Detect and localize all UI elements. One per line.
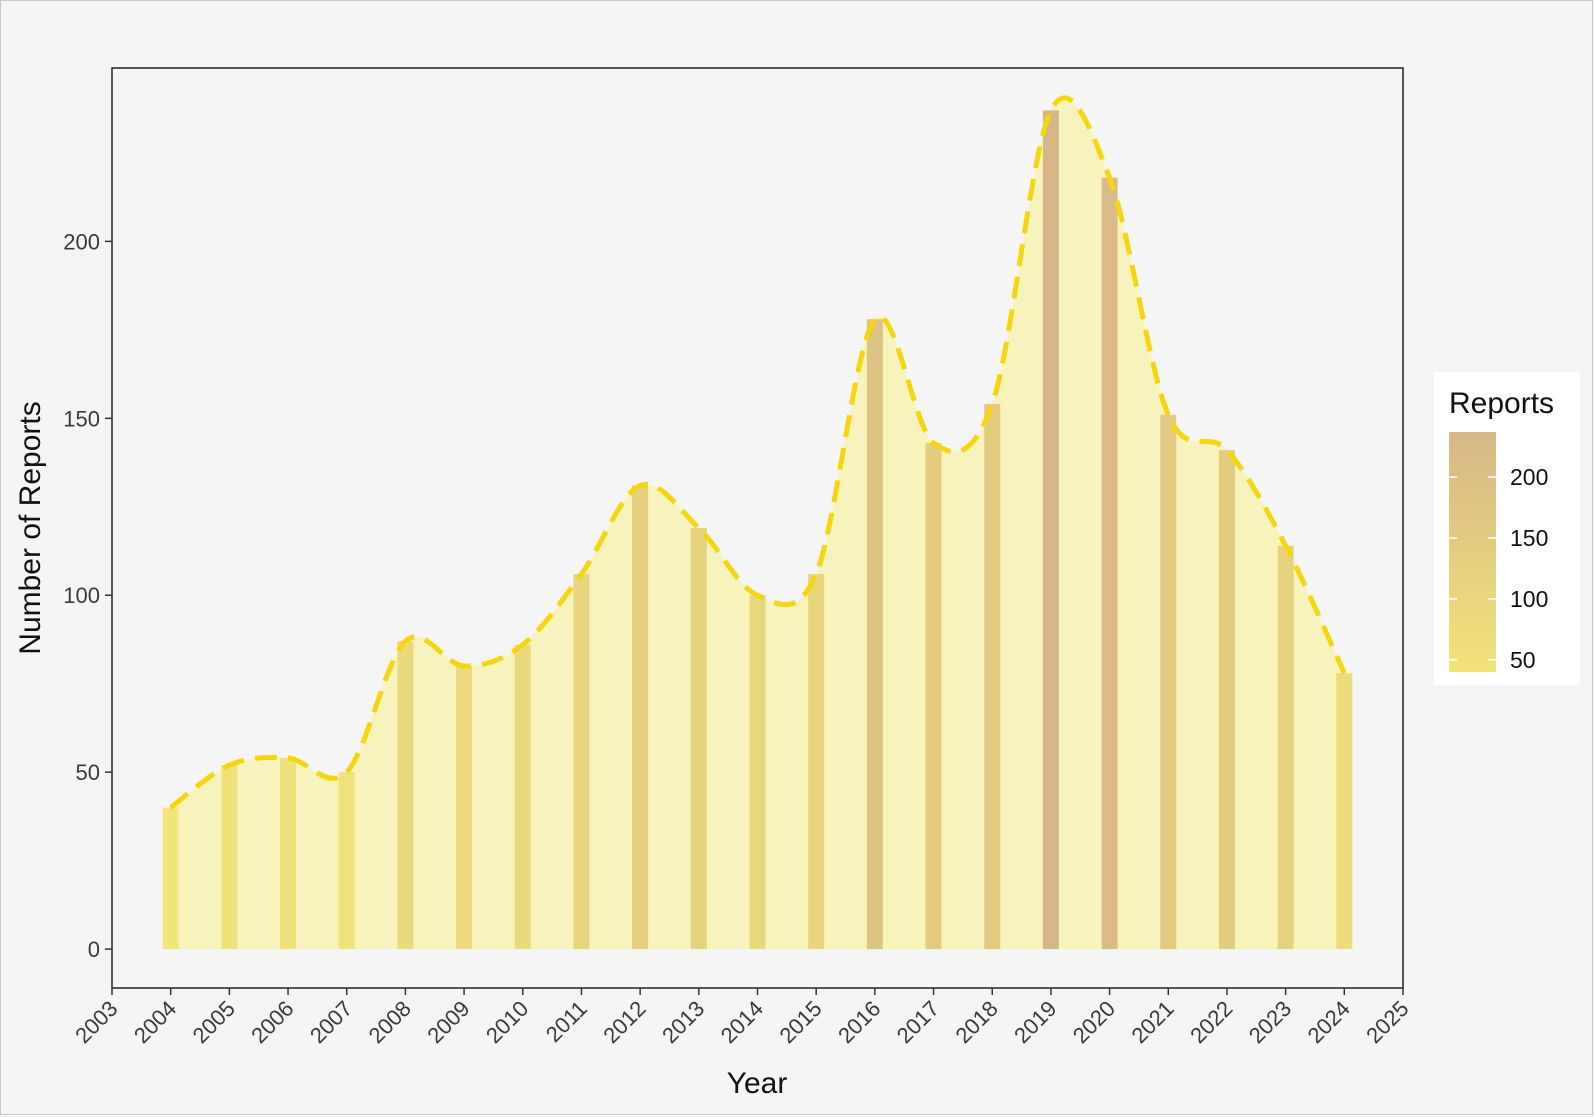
x-tick-label: 2015: [774, 996, 826, 1048]
bar-2020: [1101, 177, 1118, 950]
x-tick-label: 2010: [481, 996, 533, 1048]
y-tick-label: 200: [63, 229, 100, 254]
bar-2005: [221, 765, 238, 950]
bar-2009: [456, 666, 473, 950]
bar-2024: [1336, 673, 1353, 950]
x-tick-label: 2024: [1303, 996, 1355, 1048]
x-tick-label: 2016: [833, 996, 885, 1048]
x-tick-label: 2018: [950, 996, 1002, 1048]
bar-2011: [573, 574, 590, 950]
x-tick-label: 2013: [657, 996, 709, 1048]
bar-2008: [397, 641, 414, 950]
bar-group: [162, 110, 1353, 950]
dashed-trend-line: [169, 95, 1347, 810]
bar-2004: [162, 807, 179, 950]
legend-tick-label: 100: [1510, 586, 1548, 612]
x-tick-label: 2014: [716, 996, 768, 1048]
bar-2010: [514, 644, 531, 950]
x-tick-label: 2003: [70, 996, 122, 1048]
bar-2006: [280, 758, 297, 950]
bar-2012: [632, 485, 649, 950]
y-axis-title: Number of Reports: [14, 401, 47, 654]
x-tick-label: 2020: [1068, 996, 1120, 1048]
x-tick-label: 2023: [1244, 996, 1296, 1048]
x-tick-label: 2025: [1361, 996, 1413, 1048]
x-axis-title: Year: [727, 1067, 788, 1100]
x-axis: 2003 2004 2005 2006 2007 2008 2009 2010 2011 2012…: [70, 988, 1414, 1048]
legend-tick-label: 50: [1510, 647, 1536, 673]
bar-2017: [925, 443, 942, 950]
legend-ticks: 200 150 100 50: [1449, 464, 1548, 673]
x-tick-label: 2022: [1185, 996, 1237, 1048]
bar-2019: [1042, 110, 1059, 950]
bar-2022: [1218, 450, 1235, 950]
x-tick-label: 2008: [364, 996, 416, 1048]
x-tick-label: 2006: [246, 996, 298, 1048]
bar-2015: [808, 574, 825, 950]
bar-2016: [866, 319, 883, 950]
bar-2018: [984, 404, 1001, 950]
x-tick-label: 2011: [541, 996, 592, 1047]
y-tick-label: 100: [63, 583, 100, 608]
x-tick-label: 2021: [1127, 996, 1179, 1048]
y-tick-label: 50: [76, 760, 100, 785]
legend-tick-label: 200: [1510, 464, 1548, 490]
x-tick-label: 2019: [1009, 996, 1061, 1048]
bar-2021: [1160, 414, 1177, 950]
y-tick-label: 150: [63, 406, 100, 431]
x-tick-label: 2012: [598, 996, 650, 1048]
x-tick-label: 2005: [188, 996, 240, 1048]
bar-2013: [690, 528, 707, 950]
legend-colorbar: [1449, 432, 1496, 672]
x-tick-label: 2017: [892, 996, 944, 1048]
bar-2023: [1277, 545, 1294, 950]
x-tick-label: 2004: [129, 996, 181, 1048]
x-tick-label: 2009: [422, 996, 474, 1048]
legend: Reports 200 150 100 50: [1434, 372, 1580, 685]
y-tick-label: 0: [88, 937, 100, 962]
legend-tick-label: 150: [1510, 525, 1548, 551]
legend-title: Reports: [1449, 387, 1554, 420]
y-axis: 0 50 100 150 200: [63, 229, 112, 962]
bar-2007: [338, 772, 355, 950]
x-tick-label: 2007: [305, 996, 357, 1048]
bar-2014: [749, 595, 766, 950]
